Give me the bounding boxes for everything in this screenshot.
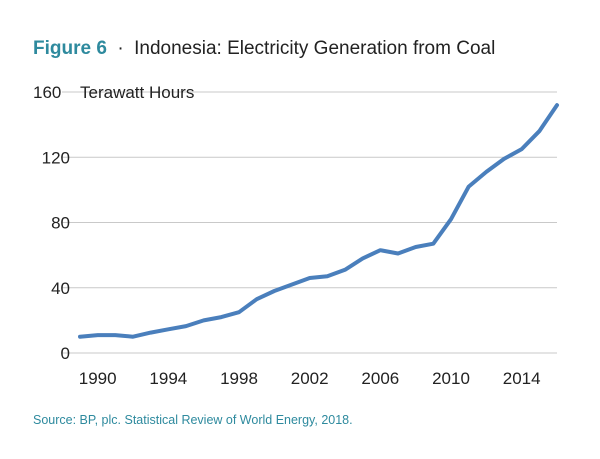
x-tick-labels: 1990 1994 1998 2002 2006 2010 2014: [79, 369, 541, 388]
figure-label: Figure 6: [33, 38, 107, 59]
y-tick-label: 40: [51, 279, 70, 298]
figure-separator: ·: [117, 38, 123, 59]
source-note: Source: BP, plc. Statistical Review of W…: [33, 413, 353, 427]
x-tick-label: 2010: [432, 369, 470, 388]
chart-title: Indonesia: Electricity Generation from C…: [134, 38, 495, 59]
x-tick-label: 2002: [291, 369, 329, 388]
x-tick-label: 2014: [503, 369, 541, 388]
x-tick-label: 1994: [149, 369, 187, 388]
x-tick-label: 1998: [220, 369, 258, 388]
y-tick-label: 160: [33, 83, 61, 102]
x-tick-label: 1990: [79, 369, 117, 388]
x-tick-label: 2006: [361, 369, 399, 388]
figure-heading: Figure 6 · Indonesia: Electricity Genera…: [33, 38, 495, 59]
series-line: [78, 103, 559, 339]
y-tick-label: 120: [42, 148, 70, 167]
y-axis-label: Terawatt Hours: [80, 83, 194, 102]
grid-lines: [62, 91, 557, 354]
y-tick-label: 0: [61, 344, 70, 363]
y-tick-label: 80: [51, 214, 70, 233]
y-tick-labels: 0 40 80 120 160: [33, 83, 70, 363]
